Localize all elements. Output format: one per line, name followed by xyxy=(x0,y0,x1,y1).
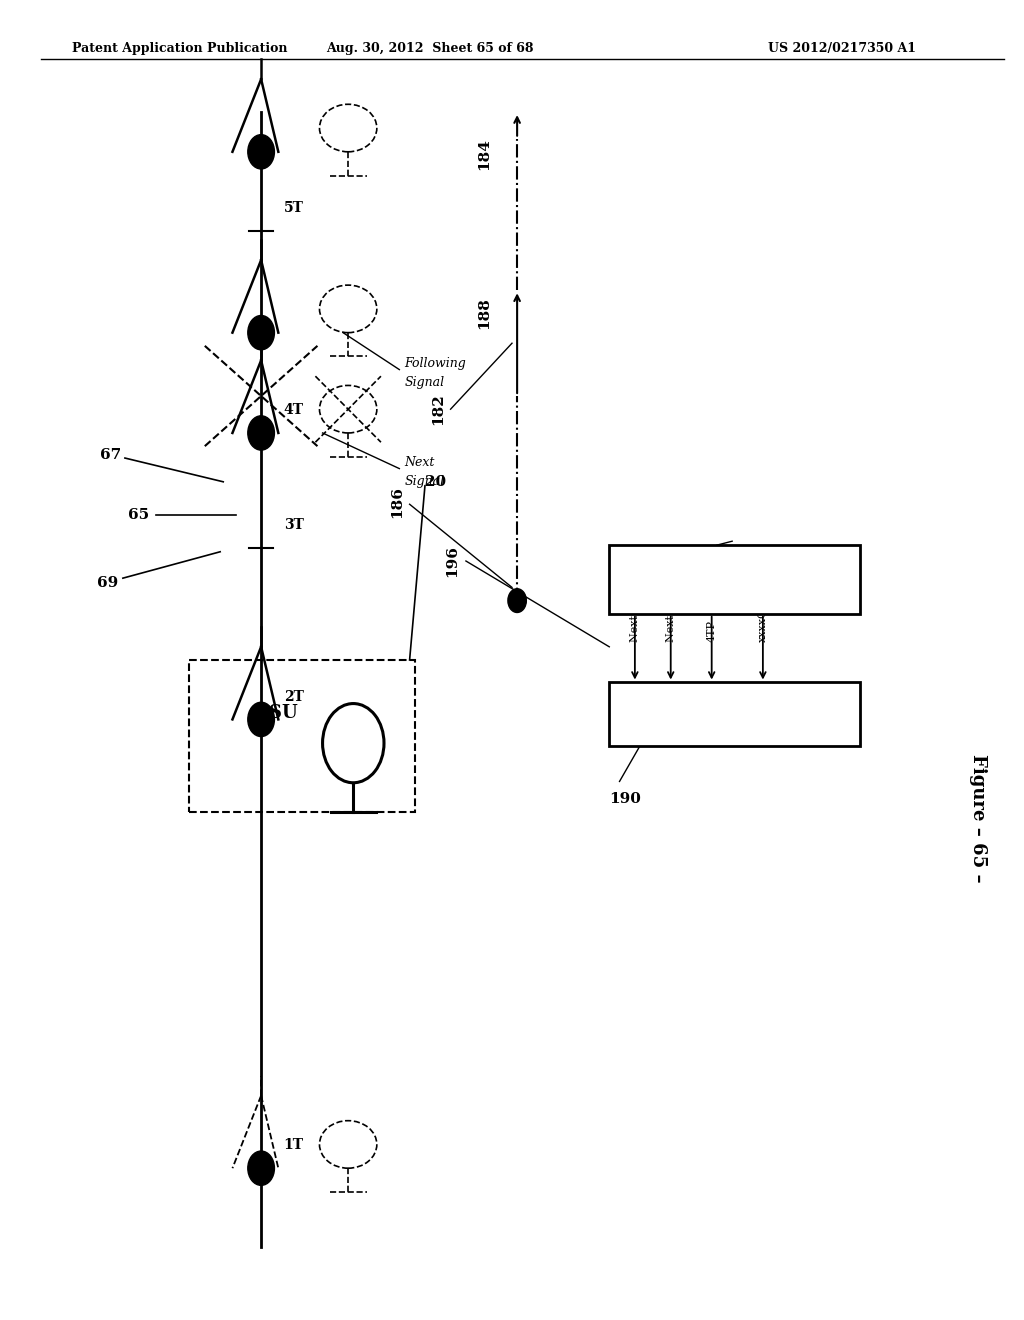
Text: Next: Next xyxy=(404,455,435,469)
Text: R: R xyxy=(622,573,633,586)
Text: Figure – 65 –: Figure – 65 – xyxy=(969,754,987,883)
Circle shape xyxy=(248,416,274,450)
Text: E: E xyxy=(802,573,811,586)
Text: 69: 69 xyxy=(97,577,118,590)
Text: I: I xyxy=(643,706,651,722)
Text: 65: 65 xyxy=(128,508,148,521)
Circle shape xyxy=(248,315,274,350)
Text: 3T: 3T xyxy=(284,517,303,532)
Text: I/O: I/O xyxy=(831,573,853,586)
Text: 192: 192 xyxy=(737,541,752,573)
Circle shape xyxy=(248,1151,274,1185)
Text: T: T xyxy=(766,573,775,586)
Text: Aug. 30, 2012  Sheet 65 of 68: Aug. 30, 2012 Sheet 65 of 68 xyxy=(327,42,534,55)
Text: S: S xyxy=(724,706,735,722)
Text: 4T: 4T xyxy=(284,403,304,417)
Text: E: E xyxy=(658,573,668,586)
Text: 190: 190 xyxy=(609,792,641,807)
Text: ASU: ASU xyxy=(255,704,298,722)
Text: 182: 182 xyxy=(431,393,445,425)
Text: 1T: 1T xyxy=(284,1138,304,1152)
Circle shape xyxy=(248,135,274,169)
Text: Next RVP: Next RVP xyxy=(666,587,676,642)
Text: 188: 188 xyxy=(477,297,492,329)
Text: O: O xyxy=(729,573,740,586)
Text: 20: 20 xyxy=(425,475,445,488)
Text: Next VSD: Next VSD xyxy=(630,586,640,642)
Text: US 2012/0217350 A1: US 2012/0217350 A1 xyxy=(768,42,916,55)
Text: Signal: Signal xyxy=(404,376,444,389)
Text: 4TP: 4TP xyxy=(707,619,717,642)
Text: Following: Following xyxy=(404,356,466,370)
Circle shape xyxy=(508,589,526,612)
Text: 184: 184 xyxy=(477,139,492,170)
Text: 2T: 2T xyxy=(284,689,303,704)
Text: 67: 67 xyxy=(100,449,121,462)
Text: 196: 196 xyxy=(444,545,459,577)
Text: Patent Application Publication: Patent Application Publication xyxy=(72,42,287,55)
Text: 186: 186 xyxy=(390,486,404,517)
Bar xyxy=(609,682,860,746)
Bar xyxy=(609,545,860,614)
Circle shape xyxy=(248,702,274,737)
Text: D: D xyxy=(798,706,812,722)
Text: 5T: 5T xyxy=(284,201,303,215)
Text: M: M xyxy=(692,573,706,586)
Text: Signal: Signal xyxy=(404,475,444,488)
Text: xxxxCONFS: xxxxCONFS xyxy=(758,574,768,642)
